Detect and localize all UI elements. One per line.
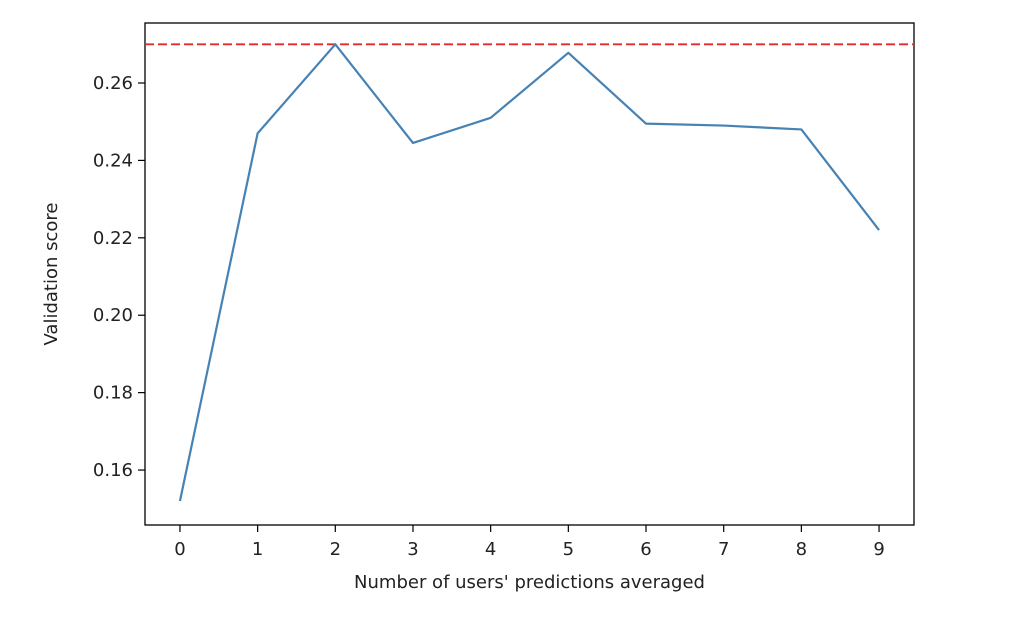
x-tick-label: 9 — [873, 539, 884, 560]
x-tick-label: 3 — [407, 539, 418, 560]
x-tick-label: 7 — [718, 539, 729, 560]
x-tick-label: 0 — [174, 539, 185, 560]
x-axis-label: Number of users' predictions averaged — [354, 572, 705, 593]
x-tick-label: 2 — [330, 539, 341, 560]
y-tick-label: 0.16 — [93, 460, 133, 481]
y-axis-ticks: 0.16 0.18 0.20 0.22 0.24 0.26 — [93, 73, 145, 481]
plot-frame — [144, 22, 915, 526]
y-axis-label: Validation score — [41, 203, 62, 346]
x-axis-ticks: 0 1 2 3 4 5 6 7 8 9 — [174, 525, 885, 560]
y-tick-label: 0.24 — [93, 150, 133, 171]
x-tick-label: 5 — [563, 539, 574, 560]
series-line-0 — [178, 43, 880, 502]
y-tick-label: 0.18 — [93, 383, 133, 404]
x-tick-label: 8 — [796, 539, 807, 560]
x-tick-label: 6 — [640, 539, 651, 560]
plot-border — [144, 22, 915, 526]
x-tick-label: 4 — [485, 539, 496, 560]
y-tick-label: 0.26 — [93, 73, 133, 94]
x-tick-label: 1 — [252, 539, 263, 560]
y-tick-label: 0.20 — [93, 305, 133, 326]
y-tick-label: 0.22 — [93, 228, 133, 249]
series-layer — [178, 43, 880, 502]
